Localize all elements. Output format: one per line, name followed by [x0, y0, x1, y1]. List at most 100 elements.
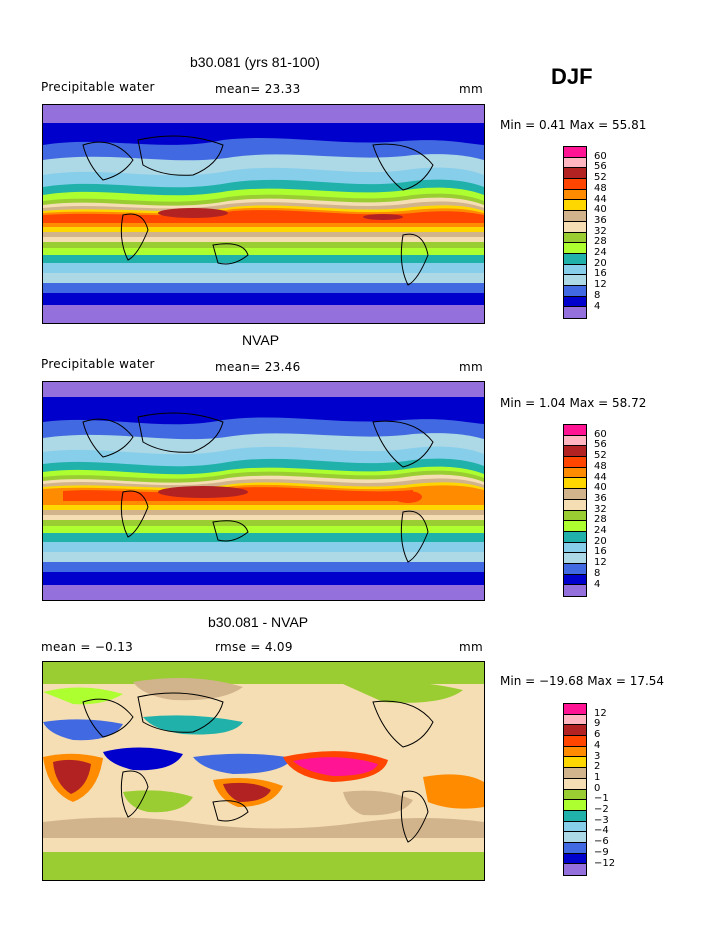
panel-2-colorbar-swatch — [564, 425, 586, 436]
panel-1-level: 40 — [594, 204, 607, 216]
panel-3-colorbar-swatch — [564, 768, 586, 779]
panel-1-colorbar-swatch — [564, 264, 586, 276]
panel-1-variable: Precipitable water — [41, 80, 155, 94]
panel-3-level: −9 — [594, 846, 609, 858]
panel-2-units: mm — [459, 360, 483, 374]
panel-3-field — [43, 662, 484, 880]
panel-1-colorbar-swatch — [564, 168, 586, 180]
panel-2-colorbar-swatch — [564, 585, 586, 596]
panel-3-level: 9 — [594, 718, 601, 730]
panel-1-mean: mean= 23.33 — [215, 82, 301, 96]
panel-3-colorbar-swatch — [564, 800, 586, 811]
panel-2-level: 60 — [594, 428, 607, 440]
panel-1-colorbar-swatch — [564, 189, 586, 201]
panel-2-colorbar-swatch — [564, 446, 586, 458]
panel-2-colorbar-swatch — [564, 553, 586, 564]
panel-1-level: 36 — [594, 214, 607, 226]
panel-1-colorbar-swatch — [564, 147, 586, 158]
panel-1-level: 60 — [594, 150, 607, 162]
panel-3-level: 4 — [594, 739, 601, 751]
panel-2-colorbar — [563, 424, 587, 597]
panel-2-colorbar-swatch — [564, 489, 586, 500]
panel-2-level: 4 — [594, 578, 601, 590]
panel-2-colorbar-swatch — [564, 499, 586, 511]
panel-3-rmse: rmse = 4.09 — [215, 640, 293, 654]
panel-2-level: 32 — [594, 503, 607, 515]
panel-3-level: 2 — [594, 761, 601, 773]
panel-2-colorbar-swatch — [564, 574, 586, 586]
panel-3-colorbar-swatch — [564, 746, 586, 758]
panel-1-level: 8 — [594, 289, 601, 301]
panel-3-level: −12 — [594, 857, 616, 869]
panel-3-map — [42, 661, 485, 881]
panel-1-level: 28 — [594, 236, 607, 248]
panel-1-level: 48 — [594, 182, 607, 194]
panel-1-colorbar-swatch — [564, 253, 586, 265]
panel-3-colorbar-swatch — [564, 736, 586, 747]
panel-3-level: 12 — [594, 707, 607, 719]
panel-3-level: 6 — [594, 729, 601, 741]
panel-2-colorbar-swatch — [564, 467, 586, 479]
panel-2-level: 20 — [594, 535, 607, 547]
panel-2-level: 52 — [594, 450, 607, 462]
panel-1-colorbar-swatch — [564, 179, 586, 190]
panel-2-variable: Precipitable water — [41, 357, 155, 371]
panel-3-level: −2 — [594, 804, 609, 815]
panel-2-level: 16 — [594, 546, 607, 558]
panel-3-units: mm — [459, 640, 483, 654]
panel-1-level: 44 — [594, 193, 607, 205]
panel-1-map — [42, 104, 485, 324]
panel-3-title: b30.081 - NVAP — [208, 614, 309, 630]
panel-1-units: mm — [459, 82, 483, 96]
panel-1-level: 16 — [594, 268, 607, 280]
panel-2-level: 48 — [594, 460, 607, 472]
panel-3-level: 1 — [594, 771, 601, 783]
panel-1-colorbar-swatch — [564, 232, 586, 244]
panel-3-colorbar-swatch — [564, 725, 586, 737]
panel-2-mean: mean= 23.46 — [215, 360, 301, 374]
panel-3-level: −6 — [594, 836, 609, 848]
panel-3-level: −3 — [594, 814, 609, 826]
panel-3-minmax: Min = −19.68 Max = 17.54 — [500, 674, 665, 688]
panel-1-level: 32 — [594, 225, 607, 237]
panel-1-colorbar-swatch — [564, 275, 586, 286]
panel-3-colorbar-swatch — [564, 789, 586, 801]
panel-3-level: 0 — [594, 782, 601, 794]
panel-1-minmax: Min = 0.41 Max = 55.81 — [500, 118, 647, 132]
panel-1-level: 56 — [594, 161, 607, 173]
panel-3-colorbar-swatch — [564, 821, 586, 833]
panel-2-field — [43, 382, 484, 600]
panel-2-colorbar-swatch — [564, 563, 586, 575]
panel-2-title: NVAP — [242, 332, 280, 348]
panel-3-level: −1 — [594, 793, 609, 805]
panel-1-field — [43, 105, 484, 323]
panel-3-colorbar-swatch — [564, 842, 586, 854]
panel-2-level: 40 — [594, 482, 607, 494]
panel-1-title: b30.081 (yrs 81-100) — [190, 54, 320, 70]
panel-1-colorbar-swatch — [564, 211, 586, 222]
panel-3-colorbar-swatch — [564, 704, 586, 715]
panel-3-colorbar-swatch — [564, 757, 586, 769]
panel-3-colorbar-swatch — [564, 714, 586, 726]
panel-3-colorbar-swatch — [564, 832, 586, 843]
panel-2-colorbar-swatch — [564, 510, 586, 522]
panel-2-level: 28 — [594, 514, 607, 526]
panel-2-level: 12 — [594, 557, 607, 569]
panel-2-level: 36 — [594, 492, 607, 504]
panel-1-colorbar-swatch — [564, 243, 586, 254]
panel-3-colorbar-swatch — [564, 853, 586, 865]
panel-2-map — [42, 381, 485, 601]
season-label: DJF — [551, 64, 593, 89]
panel-1-level: 24 — [594, 247, 607, 258]
panel-1-colorbar — [563, 146, 587, 319]
panel-2-colorbar-swatch — [564, 478, 586, 490]
panel-1-level: 12 — [594, 279, 607, 291]
panel-2-minmax: Min = 1.04 Max = 58.72 — [500, 396, 647, 410]
panel-1-colorbar-swatch — [564, 200, 586, 212]
panel-2-colorbar-swatch — [564, 457, 586, 468]
panel-1-colorbar-swatch — [564, 296, 586, 308]
panel-2-level: 8 — [594, 567, 601, 579]
panel-3-colorbar-swatch — [564, 864, 586, 875]
panel-1-level: 4 — [594, 300, 601, 312]
panel-2-level: 24 — [594, 525, 607, 536]
